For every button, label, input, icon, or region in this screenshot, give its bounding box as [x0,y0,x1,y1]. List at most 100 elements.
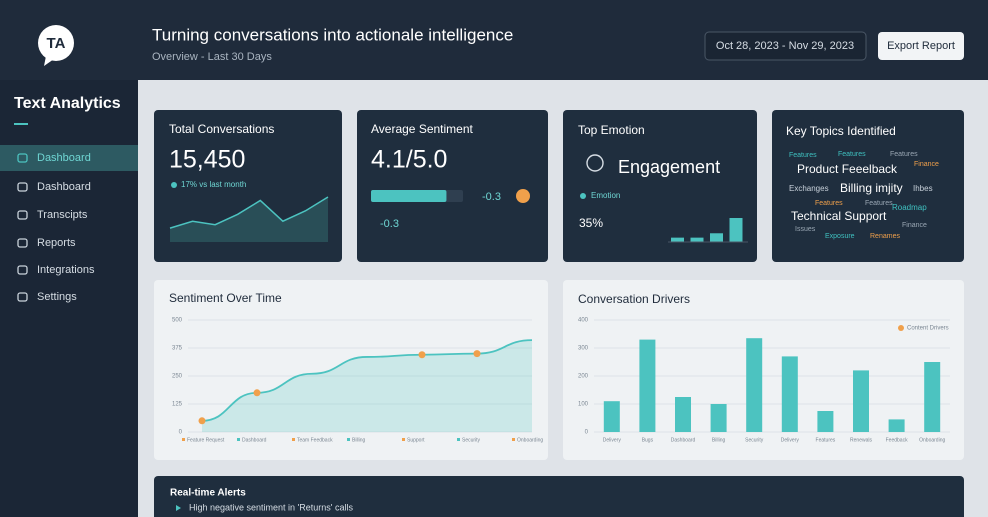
bar [888,419,905,432]
nav-item[interactable]: Dashboard [37,181,91,193]
bar [746,338,763,432]
x-legend-swatch [512,438,515,441]
line-marker [198,417,206,425]
line-marker [473,350,481,358]
topic-word: Roadmap [892,203,927,212]
bar [603,401,620,432]
bar [710,404,727,432]
nav-item[interactable]: Reports [37,237,76,249]
export-button[interactable] [878,32,964,60]
card-title: Top Emotion [578,123,645,137]
x-legend-swatch [347,438,350,441]
nav-icon [17,292,28,302]
topic-word: Features [789,152,817,159]
nav-icon [17,153,28,163]
chart-title: Conversation Drivers [578,292,690,306]
emotion-legend: Emotion [591,191,620,200]
sentiment-change: -0.3 [380,218,399,230]
y-tick-label: 300 [578,346,589,352]
x-tick-label: Dashboard [671,437,696,443]
line-area [202,340,532,432]
y-tick-label: 375 [172,346,183,352]
x-tick-label: Team Feedback [297,437,333,443]
y-tick-label: 400 [578,318,589,324]
nav-item[interactable]: Dashboard [37,152,91,164]
sidebar-accent [14,123,28,125]
x-legend-swatch [457,438,460,441]
nav-item[interactable]: Settings [37,291,77,303]
topic-word: Features [865,200,893,207]
topic-word: Billing imjity [840,181,903,195]
sidebar-title: Text Analytics [14,95,121,112]
x-tick-label: Feature Request [187,437,225,443]
nav-icon [17,238,28,248]
topic-word: Issues [795,226,816,233]
legend-label: Content Drivers [907,326,949,332]
topic-word: Exposure [825,233,855,240]
nav-active[interactable] [0,145,138,171]
card-title: Total Conversations [169,122,274,136]
card-title: Average Sentiment [371,122,474,136]
x-tick-label: Onboarding [919,437,945,443]
alert-item: High negative sentiment in 'Returns' cal… [189,502,354,512]
bar [675,397,691,432]
card-emotion [563,110,757,262]
alerts-title: Real-time Alerts [170,488,246,499]
logo-tail [44,56,54,66]
nav-item[interactable]: Transcipts [37,209,88,221]
sparkline-area [170,197,328,242]
x-legend-swatch [292,438,295,441]
bar [817,411,834,432]
x-tick-label: Support [407,437,425,443]
alert-arrow [176,505,181,511]
bar [853,370,869,432]
card-title: Key Topics Identified [786,124,896,138]
nav-icon [17,265,28,275]
topic-word: Technical Support [791,209,887,223]
line-marker [418,351,426,359]
y-tick-label: 125 [172,402,183,408]
x-tick-label: Billing [352,437,366,443]
x-tick-label: Security [745,437,764,443]
topic-word: Ihbes [913,184,933,193]
y-tick-label: 250 [172,374,183,380]
logo [38,25,74,61]
x-legend-swatch [237,438,240,441]
topic-word: Features [890,151,918,158]
note-dot [171,182,177,188]
nav-icon [17,210,28,220]
page-title: Turning conversations into actionale int… [152,25,513,44]
date-range-picker[interactable] [704,31,867,61]
bar [639,339,656,432]
sparkline [169,196,329,229]
panel-sentiment [154,280,548,460]
x-tick-label: Delivery [781,437,800,443]
export-label: Export Report [887,40,955,52]
x-tick-label: Feedback [886,437,908,443]
x-legend-swatch [402,438,405,441]
x-tick-label: Bugs [642,437,654,443]
x-tick-label: Features [816,437,836,443]
x-tick-label: Dashboard [242,437,267,443]
topic-word: Features [838,151,866,158]
page-subtitle: Overview - Last 30 Days [152,51,272,63]
panel-drivers [563,280,964,460]
logo-text: TA [47,35,66,52]
topic-word: Finance [902,222,927,229]
nav-item[interactable]: Integrations [37,264,95,276]
topic-word: Exchanges [789,184,829,193]
topic-word: Product Feeelback [797,162,898,176]
x-legend-swatch [182,438,185,441]
chart-title: Sentiment Over Time [169,291,282,305]
card-sentiment [357,110,548,262]
x-tick-label: Delivery [603,437,622,443]
progress-fill [371,190,447,202]
bar [781,356,798,432]
emotion-bar [710,233,723,242]
sentiment-change: -0.3 [482,191,501,203]
date-range: Oct 28, 2023 - Nov 29, 2023 [716,40,854,52]
x-tick-label: Billing [712,437,726,443]
card-topics [772,110,964,262]
emotion-bar [690,237,704,242]
